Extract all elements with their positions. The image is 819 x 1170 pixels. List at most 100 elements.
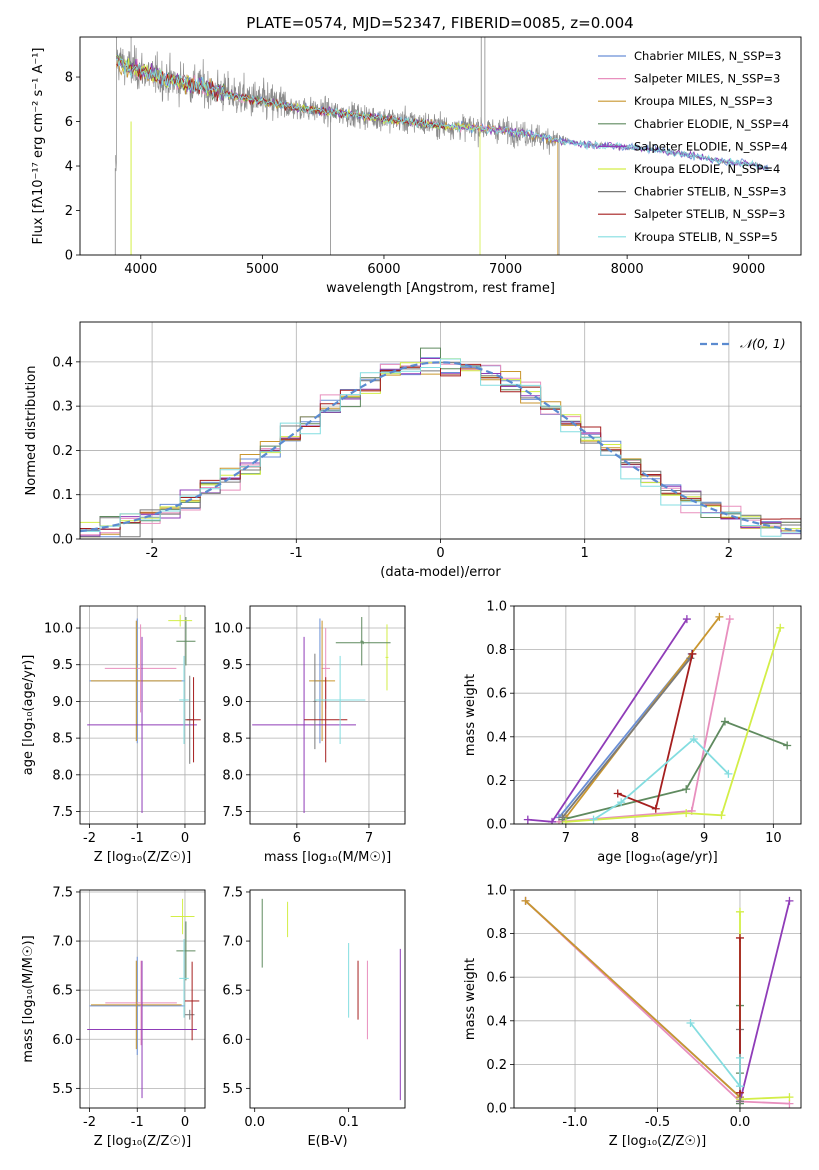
age_vs_mass-frame (249, 605, 406, 825)
residuals-xtick-label: -2 (146, 546, 159, 561)
age_vs_mass-ytick-label: 10.0 (214, 622, 243, 637)
weight_vs_age-frame (513, 605, 802, 825)
weight_vs_age-xtick-label: 8 (631, 831, 639, 846)
residuals-ytick-label: 0.1 (52, 488, 73, 503)
spectrum-xtick-label: 6000 (367, 262, 400, 277)
weight-point-marker (735, 1053, 744, 1062)
mass_vs_Z-frame (79, 889, 206, 1109)
weight-series-line (593, 737, 730, 821)
spectrum-xtick-label: 9000 (732, 262, 765, 277)
mass_vs_ebv-plot-area (261, 898, 401, 1101)
residuals-plot-area (80, 347, 801, 538)
weight-point-marker (735, 907, 744, 916)
weight-point-marker (724, 769, 733, 778)
weight-point-marker (717, 811, 726, 820)
mass_vs_Z-ytick-label: 6.5 (52, 984, 73, 999)
weight-point-marker (682, 785, 691, 794)
residuals-ytick-label: 0.0 (52, 533, 73, 548)
legend-label: Chabrier ELODIE, N_SSP=4 (634, 117, 789, 131)
spectrum-plot-area (114, 37, 769, 255)
age_vs_mass-xtick-label: 7 (365, 831, 373, 846)
spectrum-xtick-label: 8000 (611, 262, 644, 277)
spectrum-ytick-label: 0 (65, 249, 73, 264)
weight_vs_Z-xtick-label: -1.0 (562, 1115, 587, 1130)
weight-point-marker (682, 809, 691, 818)
age_vs_mass-xtick-label: 6 (293, 831, 301, 846)
spectrum-model-line (116, 54, 481, 255)
mass_vs_ebv-xtick-label: 0.0 (244, 1115, 265, 1130)
weight-point-marker (589, 815, 598, 824)
weight-point-marker (521, 896, 530, 905)
age_vs_Z-ytick-label: 9.0 (52, 695, 73, 710)
spectrum-ytick-label: 4 (65, 160, 73, 175)
spectrum-xtick-label: 5000 (246, 262, 279, 277)
age_vs_mass-xlabel: mass [log₁₀(M/M☉)] (264, 850, 391, 865)
weight-point-marker (689, 734, 698, 743)
age_vs_Z-xtick-label: -1 (131, 831, 144, 846)
spectrum-model-line (116, 54, 446, 131)
weight-point-marker (783, 741, 792, 750)
weight-point-marker (682, 615, 691, 624)
weight-point-marker (785, 1093, 794, 1102)
mass_vs_Z-panel: -2 -1 0 5.5 6.0 6.5 7.0 7.5 Z [log₁₀(Z/Z☉)] mass … (21, 885, 206, 1149)
residuals-ylabel: Normed distribution (24, 366, 39, 496)
weight-point-marker (617, 798, 626, 807)
weight-point-marker (561, 817, 570, 824)
mass_vs_ebv-ytick-label: 7.0 (222, 935, 243, 950)
legend-label: Salpeter MILES, N_SSP=3 (634, 72, 780, 86)
weight_vs_age-xlabel: age [log₁₀(age/yr)] (597, 850, 718, 865)
residuals-panel: -2 -1 0 1 2 0.0 0.1 0.2 0.3 0.4 (data-model)/error… (24, 321, 802, 580)
mass_vs_ebv-ytick-label: 5.5 (222, 1082, 243, 1097)
weight-point-marker (725, 615, 734, 624)
mass_vs_Z-xtick-label: -1 (131, 1115, 144, 1130)
weight_vs_Z-ytick-label: 0.6 (486, 971, 507, 986)
mass_vs_ebv-xtick-label: 0.1 (338, 1115, 359, 1130)
age_vs_Z-ytick-label: 8.0 (52, 768, 73, 783)
weight_vs_age-ytick-label: 0.4 (486, 730, 507, 745)
mass_vs_Z-plot-area (87, 898, 200, 1099)
legend-label: Salpeter STELIB, N_SSP=3 (634, 207, 785, 221)
weight_vs_age-ytick-label: 1.0 (486, 600, 507, 615)
weight-point-marker (651, 804, 660, 813)
weight-point-marker (548, 817, 557, 824)
weight-point-marker (735, 1097, 744, 1106)
weight-point-marker (785, 896, 794, 905)
weight_vs_Z-ytick-label: 0.8 (486, 927, 507, 942)
weight-point-marker (720, 717, 729, 726)
weight_vs_age-ylabel: mass weight (463, 674, 478, 756)
mass_vs_Z-xlabel: Z [log₁₀(Z/Z☉)] (94, 1134, 191, 1149)
mass_vs_ebv-ytick-label: 7.5 (222, 885, 243, 900)
spectrum-xlabel: wavelength [Angstrom, rest frame] (326, 281, 555, 296)
weight_vs_age-xtick-label: 7 (562, 831, 570, 846)
normal-reference-curve (80, 361, 801, 533)
age_vs_mass-plot-area (252, 617, 391, 813)
weight_vs_age-ytick-label: 0.2 (486, 774, 507, 789)
age_vs_mass-ytick-label: 9.0 (222, 695, 243, 710)
age_vs_Z-xtick-label: -2 (83, 831, 96, 846)
legend-label: Kroupa STELIB, N_SSP=5 (634, 230, 778, 244)
weight-point-marker (735, 1082, 744, 1091)
weight_vs_Z-ytick-label: 1.0 (486, 884, 507, 899)
mass_vs_Z-ytick-label: 6.0 (52, 1033, 73, 1048)
weight-point-marker (688, 649, 697, 658)
spectrum-model-line (116, 58, 506, 135)
weight-point-marker (776, 623, 785, 632)
mass_vs_ebv-ytick-label: 6.5 (222, 984, 243, 999)
residual-histogram-step (80, 358, 801, 537)
legend-label: Salpeter ELODIE, N_SSP=4 (634, 139, 788, 153)
spectrum-ytick-label: 2 (65, 204, 73, 219)
weight_vs_Z-ytick-label: 0.2 (486, 1058, 507, 1073)
weight_vs_Z-ytick-label: 0.4 (486, 1014, 507, 1029)
weight_vs_Z-xtick-label: 0.0 (730, 1115, 751, 1130)
residuals-xlabel: (data-model)/error (380, 565, 501, 580)
mass_vs_Z-ytick-label: 7.0 (52, 935, 73, 950)
weight_vs_Z-plot-area (521, 896, 794, 1108)
weight-series-line (524, 900, 741, 1098)
age_vs_Z-ytick-label: 9.5 (52, 658, 73, 673)
age_vs_Z-plot-area (87, 614, 201, 813)
legend-label: Chabrier MILES, N_SSP=3 (634, 49, 781, 63)
age_vs_Z-xlabel: Z [log₁₀(Z/Z☉)] (94, 850, 191, 865)
weight-point-marker (523, 815, 532, 824)
legend-label: 𝒩(0, 1) (740, 336, 786, 351)
